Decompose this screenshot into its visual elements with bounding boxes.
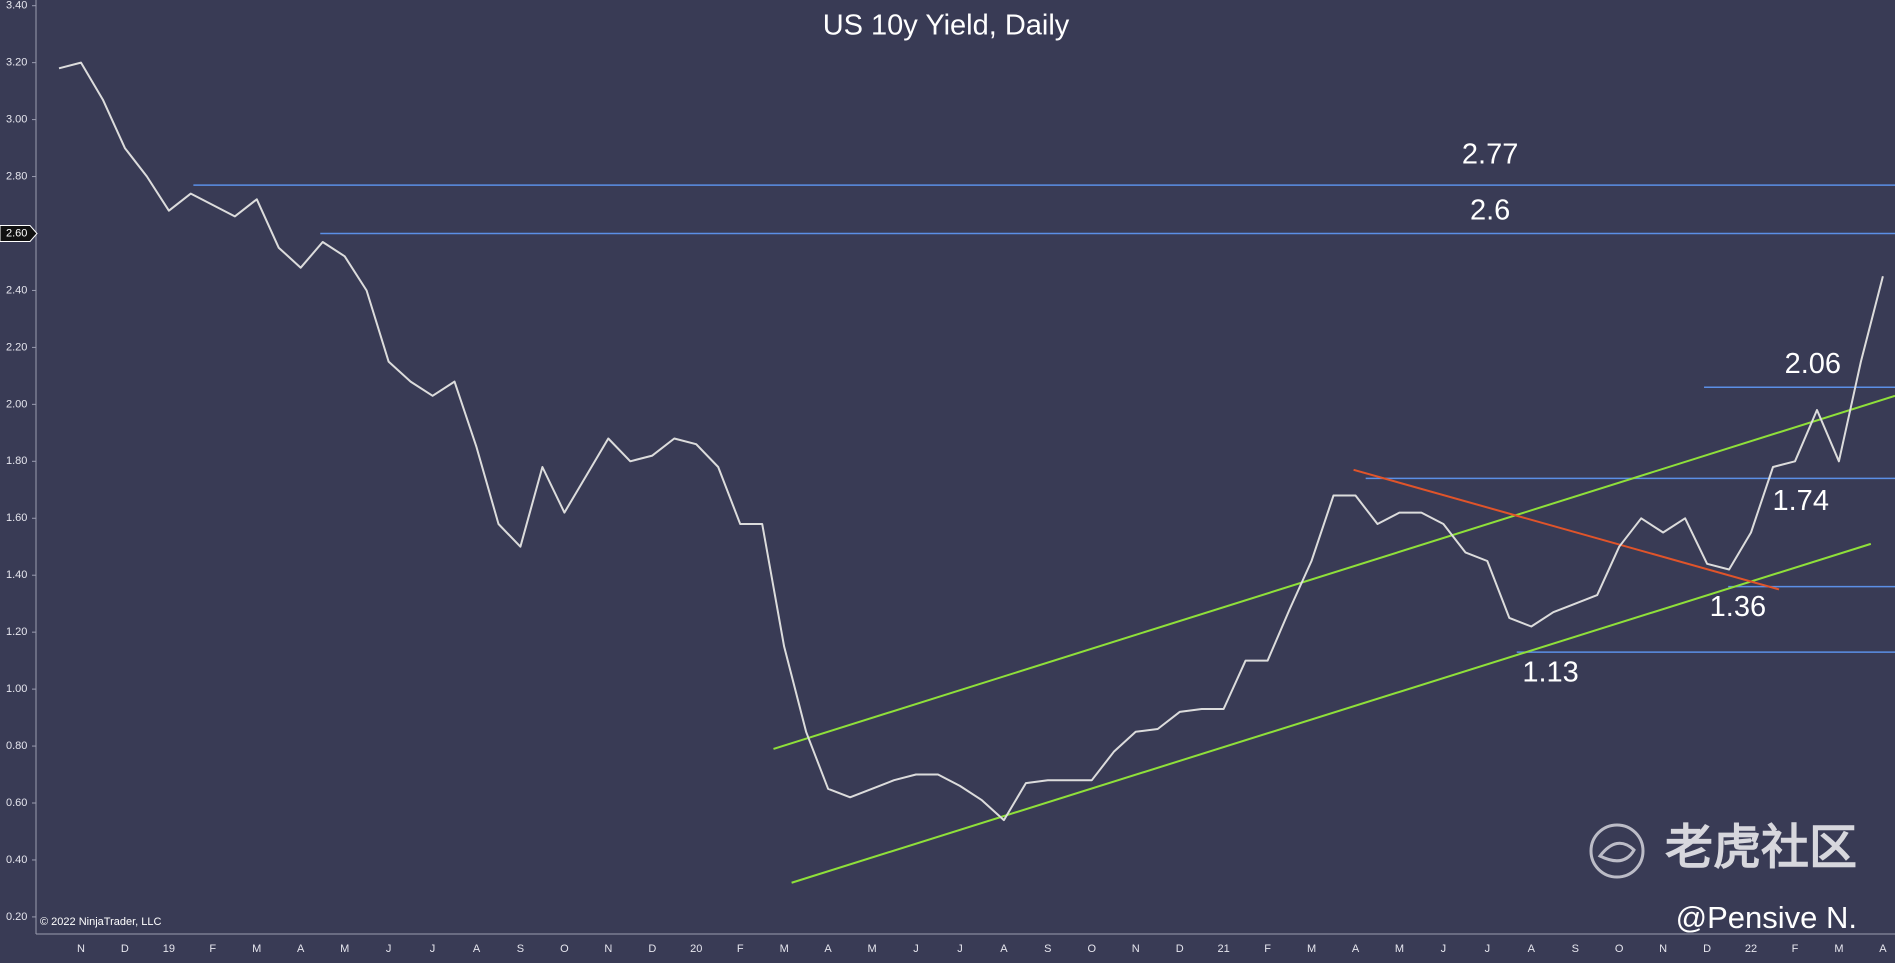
logo-mark — [1597, 841, 1636, 863]
y-tick-label: 0.60 — [6, 797, 27, 809]
x-tick-label: F — [209, 943, 216, 955]
x-tick-label: A — [473, 943, 481, 955]
y-tick-label: 3.00 — [6, 114, 27, 126]
level-label: 1.36 — [1710, 591, 1766, 623]
x-tick-label: J — [913, 943, 919, 955]
y-tick-label: 2.40 — [6, 284, 27, 296]
y-tick-label: 0.20 — [6, 911, 27, 923]
copyright: © 2022 NinjaTrader, LLC — [40, 916, 161, 928]
x-tick-label: N — [604, 943, 612, 955]
y-tick-label: 3.20 — [6, 57, 27, 69]
level-label: 2.06 — [1785, 348, 1841, 380]
x-tick-label: A — [1528, 943, 1536, 955]
x-tick-label: 19 — [163, 943, 175, 955]
x-tick-label: O — [1088, 943, 1097, 955]
x-tick-label: O — [1615, 943, 1624, 955]
y-tick-label: 0.80 — [6, 740, 27, 752]
watermark: 老虎社区 — [1665, 822, 1857, 875]
x-tick-label: J — [1441, 943, 1447, 955]
trendline — [773, 394, 1895, 750]
level-label: 2.77 — [1462, 139, 1518, 171]
x-tick-label: O — [560, 943, 569, 955]
x-tick-label: D — [121, 943, 129, 955]
y-tick-label: 1.80 — [6, 455, 27, 467]
y-tick-label: 1.60 — [6, 512, 27, 524]
y-tick-label: 1.40 — [6, 569, 27, 581]
x-tick-label: N — [77, 943, 85, 955]
x-tick-label: J — [957, 943, 963, 955]
x-tick-label: 21 — [1218, 943, 1230, 955]
y-tick-label: 2.80 — [6, 170, 27, 182]
watermark-logo — [1589, 823, 1645, 879]
level-label: 1.74 — [1773, 485, 1829, 517]
x-tick-label: D — [1703, 943, 1711, 955]
y-tick-label: 1.00 — [6, 683, 27, 695]
x-tick-label: M — [1307, 943, 1316, 955]
x-tick-label: A — [1000, 943, 1008, 955]
y-tick-label: 1.20 — [6, 626, 27, 638]
x-tick-label: M — [1395, 943, 1404, 955]
y-tick-label: 3.40 — [6, 0, 27, 12]
x-tick-label: F — [737, 943, 744, 955]
x-tick-label: J — [1485, 943, 1491, 955]
x-tick-label: N — [1132, 943, 1140, 955]
x-tick-label: M — [867, 943, 876, 955]
chart-title: US 10y Yield, Daily — [823, 10, 1070, 42]
last-price-tag — [0, 225, 38, 242]
x-tick-label: J — [386, 943, 392, 955]
x-tick-label: 20 — [690, 943, 702, 955]
x-tick-label: 22 — [1745, 943, 1757, 955]
level-label: 2.6 — [1470, 194, 1510, 226]
x-tick-label: N — [1659, 943, 1667, 955]
trendline — [1353, 468, 1780, 591]
x-tick-label: J — [430, 943, 436, 955]
y-tick-label: 0.40 — [6, 854, 27, 866]
x-tick-label: S — [1572, 943, 1579, 955]
x-tick-label: A — [297, 943, 305, 955]
x-tick-label: A — [1352, 943, 1360, 955]
x-tick-label: S — [517, 943, 524, 955]
x-tick-label: A — [1879, 943, 1887, 955]
yield-line — [58, 61, 1884, 822]
signature: @Pensive N. — [1676, 900, 1857, 935]
x-tick-label: S — [1044, 943, 1051, 955]
last-price-label: 2.60 — [6, 227, 27, 239]
x-tick-label: M — [780, 943, 789, 955]
x-tick-label: F — [1792, 943, 1799, 955]
x-tick-label: M — [252, 943, 261, 955]
x-tick-label: F — [1264, 943, 1271, 955]
logo-ring — [1589, 823, 1645, 879]
x-tick-label: D — [648, 943, 656, 955]
x-tick-label: D — [1176, 943, 1184, 955]
level-label: 1.13 — [1522, 657, 1578, 689]
trendline — [791, 542, 1872, 884]
x-tick-label: A — [824, 943, 832, 955]
x-tick-label: M — [1834, 943, 1843, 955]
y-tick-label: 2.00 — [6, 398, 27, 410]
x-tick-label: M — [340, 943, 349, 955]
y-tick-label: 2.20 — [6, 341, 27, 353]
